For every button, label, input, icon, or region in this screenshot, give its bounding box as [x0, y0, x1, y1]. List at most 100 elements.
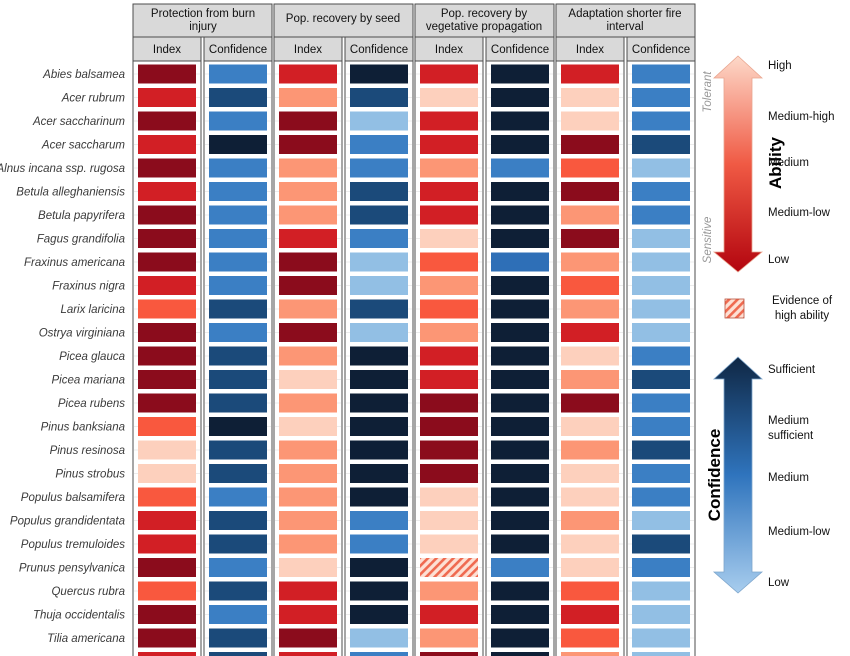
- cell-index-populus-tremuloides-g1: [138, 534, 196, 554]
- cell-index-populus-tremuloides-g3: [420, 534, 478, 554]
- species-label-populus-tremuloides: Populus tremuloides: [21, 539, 125, 551]
- cell-index-picea-glauca-g1: [138, 346, 196, 366]
- cell-confidence-betula-alleghaniensis-g1: [209, 182, 267, 201]
- cell-confidence-fagus-grandifolia-g1: [209, 229, 267, 248]
- confidence-level-medium-sufficient-line1: Medium: [768, 415, 809, 427]
- cell-confidence-pinus-banksiana-g2: [350, 417, 408, 436]
- cell-confidence-pinus-resinosa-g4: [632, 440, 690, 460]
- species-label-pinus-strobus: Pinus strobus: [55, 469, 125, 481]
- cell-confidence-acer-rubrum-g3: [491, 88, 549, 107]
- hatch-label-line1: Evidence of: [772, 295, 833, 307]
- cell-index-abies-balsamea-g1: [138, 64, 196, 84]
- cell-index-populus-tremuloides-g2: [279, 534, 337, 554]
- cell-confidence-picea-mariana-g2: [350, 370, 408, 389]
- ability-arrow: [712, 55, 764, 273]
- confidence-title: Confidence: [705, 429, 724, 522]
- subheader-index: Index: [153, 44, 181, 56]
- cell-index-fagus-grandifolia-g4: [561, 229, 619, 248]
- species-label-quercus-rubra: Quercus rubra: [51, 586, 125, 598]
- cell-index-abies-balsamea-g3: [420, 64, 478, 84]
- confidence-level-medium-low: Medium-low: [768, 526, 831, 538]
- cell-confidence-tilia-americana-g4: [632, 628, 690, 648]
- subheader-box: [555, 36, 625, 62]
- cell-confidence-ostrya-virginiana-g3: [491, 323, 549, 342]
- cell-index-pinus-resinosa-g3: [420, 440, 478, 460]
- species-label-picea-glauca: Picea glauca: [59, 351, 125, 363]
- column-headers: Protection from burn injury Pop. recover…: [151, 8, 682, 33]
- cell-index-acer-rubrum-g3: [420, 88, 478, 107]
- cell-index-pinus-strobus-g1: [138, 464, 196, 483]
- cell-index-tsuga-canadensis-g3: [420, 652, 478, 656]
- cell-confidence-acer-saccharum-g2: [350, 135, 408, 154]
- cell-index-prunus-pensylvanica-g2: [279, 558, 337, 577]
- cell-confidence-pinus-banksiana-g1: [209, 417, 267, 436]
- cell-index-quercus-rubra-g1: [138, 581, 196, 601]
- cell-index-pinus-resinosa-g2: [279, 440, 337, 460]
- subheader-box: [344, 36, 414, 62]
- species-label-larix-laricina: Larix laricina: [60, 304, 125, 316]
- cell-index-acer-saccharinum-g4: [561, 111, 619, 131]
- cell-confidence-picea-glauca-g3: [491, 346, 549, 366]
- confidence-level-medium: Medium: [768, 472, 809, 484]
- cell-confidence-abies-balsamea-g3: [491, 64, 549, 84]
- cell-confidence-quercus-rubra-g1: [209, 581, 267, 601]
- cell-index-ostrya-virginiana-g3: [420, 323, 478, 342]
- cell-index-pinus-banksiana-g1: [138, 417, 196, 436]
- hatch-legend: Evidence of high ability: [724, 295, 833, 322]
- species-label-ostrya-virginiana: Ostrya virginiana: [39, 328, 125, 340]
- confidence-level-low: Low: [768, 577, 790, 589]
- cell-confidence-quercus-rubra-g3: [491, 581, 549, 601]
- cell-confidence-betula-papyrifera-g4: [632, 205, 690, 225]
- cell-index-pinus-banksiana-g4: [561, 417, 619, 436]
- cell-index-picea-mariana-g3: [420, 370, 478, 389]
- species-label-pinus-resinosa: Pinus resinosa: [50, 445, 125, 457]
- cell-index-ostrya-virginiana-g1: [138, 323, 196, 342]
- cell-confidence-tilia-americana-g2: [350, 628, 408, 648]
- cell-index-picea-glauca-g3: [420, 346, 478, 366]
- cell-confidence-populus-balsamifera-g3: [491, 487, 549, 507]
- group-title-seed: Pop. recovery by seed: [286, 13, 400, 25]
- cell-index-populus-grandidentata-g4: [561, 511, 619, 530]
- cell-confidence-populus-balsamifera-g2: [350, 487, 408, 507]
- cell-index-acer-saccharum-g3: [420, 135, 478, 154]
- cell-confidence-pinus-resinosa-g3: [491, 440, 549, 460]
- cell-index-betula-papyrifera-g4: [561, 205, 619, 225]
- species-label-populus-balsamifera: Populus balsamifera: [21, 492, 125, 504]
- cell-confidence-abies-balsamea-g2: [350, 64, 408, 84]
- cell-index-betula-papyrifera-g3: [420, 205, 478, 225]
- cell-index-tilia-americana-g4: [561, 628, 619, 648]
- cell-confidence-acer-rubrum-g2: [350, 88, 408, 107]
- cell-confidence-thuja-occidentalis-g4: [632, 605, 690, 624]
- cell-confidence-pinus-strobus-g4: [632, 464, 690, 483]
- cell-index-tilia-americana-g2: [279, 628, 337, 648]
- cell-confidence-populus-balsamifera-g1: [209, 487, 267, 507]
- cell-index-fraxinus-nigra-g2: [279, 276, 337, 295]
- confidence-arrow: [712, 356, 764, 594]
- ability-level-medium-low: Medium-low: [768, 207, 831, 219]
- species-label-tilia-americana: Tilia americana: [47, 633, 125, 645]
- subheader-index: Index: [294, 44, 322, 56]
- cell-index-acer-rubrum-g2: [279, 88, 337, 107]
- cell-index-thuja-occidentalis-g3: [420, 605, 478, 624]
- cell-index-betula-alleghaniensis-g1: [138, 182, 196, 201]
- group-header-box: [273, 3, 414, 38]
- cell-index-betula-alleghaniensis-g2: [279, 182, 337, 201]
- confidence-legend: Confidence Sufficient Medium sufficient …: [705, 356, 831, 594]
- group-header-box: [414, 3, 555, 38]
- cell-confidence-prunus-pensylvanica-g1: [209, 558, 267, 577]
- species-label-acer-saccharum: Acer saccharum: [41, 140, 126, 152]
- subheader-confidence: Confidence: [491, 44, 549, 56]
- cell-confidence-larix-laricina-g4: [632, 299, 690, 319]
- cell-confidence-tsuga-canadensis-g2: [350, 652, 408, 656]
- species-label-alnus-incana-ssp-rugosa: Alnus incana ssp. rugosa: [0, 163, 125, 175]
- cell-confidence-fagus-grandifolia-g3: [491, 229, 549, 248]
- cell-index-populus-grandidentata-g1: [138, 511, 196, 530]
- cell-confidence-fagus-grandifolia-g2: [350, 229, 408, 248]
- cell-confidence-fraxinus-americana-g2: [350, 252, 408, 272]
- cell-confidence-acer-saccharinum-g2: [350, 111, 408, 131]
- cell-index-picea-glauca-g2: [279, 346, 337, 366]
- cell-confidence-thuja-occidentalis-g3: [491, 605, 549, 624]
- group-title-fire-interval-line2: interval: [606, 21, 643, 33]
- cell-confidence-tilia-americana-g1: [209, 628, 267, 648]
